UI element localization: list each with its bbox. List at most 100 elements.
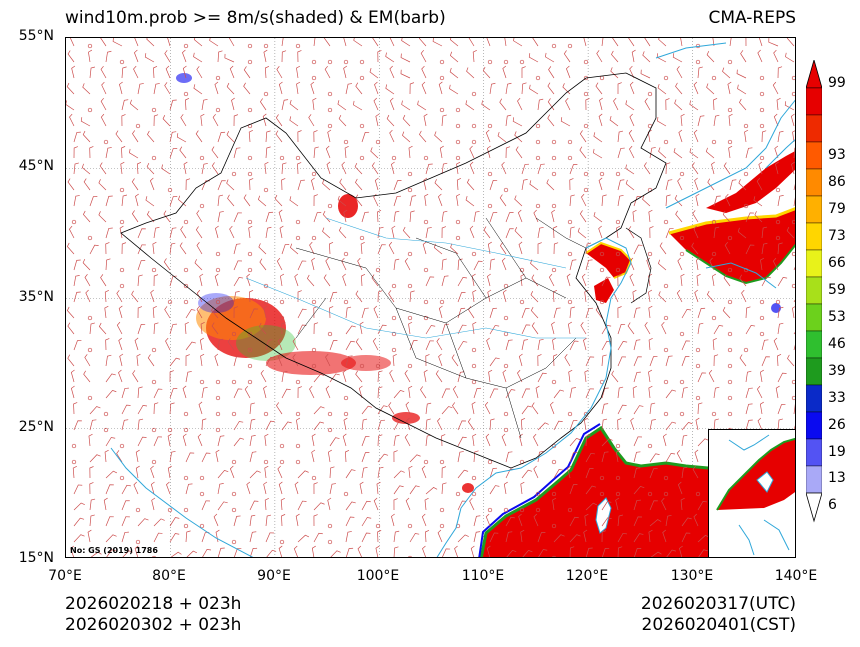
colorbar-label-53: 53 bbox=[828, 309, 846, 325]
wind-barb bbox=[469, 161, 475, 175]
wind-barb bbox=[793, 183, 795, 191]
calm-wind-marker bbox=[567, 155, 573, 161]
wind-barb bbox=[179, 242, 187, 255]
wind-barb bbox=[529, 84, 539, 95]
calm-wind-marker bbox=[151, 427, 157, 433]
wind-barb bbox=[601, 38, 604, 47]
colorbar-cell bbox=[806, 222, 822, 251]
calm-wind-marker bbox=[199, 475, 205, 481]
wind-barb bbox=[89, 482, 94, 495]
wind-barb bbox=[617, 386, 624, 399]
wind-barb bbox=[629, 65, 635, 79]
wind-barb bbox=[425, 163, 433, 175]
wind-barb bbox=[135, 449, 140, 463]
wind-barb bbox=[617, 356, 627, 367]
wind-barb bbox=[505, 228, 514, 239]
wind-barb bbox=[246, 273, 251, 287]
wind-barb bbox=[248, 129, 253, 143]
wind-barb bbox=[601, 418, 608, 431]
wind-barb bbox=[281, 514, 286, 527]
wind-barb bbox=[681, 517, 692, 527]
wind-barb bbox=[421, 465, 427, 479]
wind-barb bbox=[569, 178, 574, 191]
wind-barb bbox=[325, 145, 331, 159]
wind-barb bbox=[487, 241, 492, 255]
wind-barb bbox=[89, 196, 98, 207]
wind-barb bbox=[505, 531, 513, 543]
wind-barb bbox=[437, 417, 443, 431]
wind-barb bbox=[292, 337, 299, 351]
wind-barb bbox=[409, 210, 415, 223]
wind-barb bbox=[185, 530, 191, 543]
wind-barb bbox=[169, 227, 177, 239]
wind-barb bbox=[505, 451, 513, 463]
calm-wind-marker bbox=[423, 299, 429, 305]
wind-barb bbox=[713, 386, 720, 399]
wind-barb bbox=[357, 257, 363, 271]
wind-barb bbox=[649, 453, 660, 463]
calm-wind-marker bbox=[759, 107, 765, 113]
calm-wind-marker bbox=[727, 363, 733, 369]
wind-barb bbox=[681, 340, 691, 351]
wind-barb bbox=[116, 450, 123, 463]
wind-barb bbox=[505, 212, 514, 223]
wind-barb bbox=[773, 49, 779, 63]
wind-barb bbox=[277, 337, 283, 351]
wind-barb bbox=[136, 162, 142, 175]
wind-barb bbox=[355, 370, 363, 383]
wind-barb bbox=[249, 470, 261, 479]
wind-barb bbox=[569, 226, 575, 239]
wind-barb bbox=[277, 465, 283, 479]
wind-barb bbox=[777, 277, 788, 287]
wind-barb bbox=[569, 484, 578, 495]
wind-barb bbox=[437, 193, 443, 207]
wind-barb bbox=[389, 129, 395, 143]
wind-barb bbox=[89, 322, 95, 335]
calm-wind-marker bbox=[183, 523, 189, 529]
wind-barb bbox=[297, 260, 307, 271]
wind-barb bbox=[489, 485, 500, 495]
wind-barb bbox=[441, 114, 447, 127]
wind-barb bbox=[167, 465, 172, 479]
wind-barb bbox=[777, 242, 783, 255]
wind-barb bbox=[569, 534, 581, 543]
wind-barb bbox=[706, 290, 715, 303]
wind-barb bbox=[213, 513, 219, 527]
calm-wind-marker bbox=[183, 267, 189, 273]
wind-barb bbox=[598, 113, 603, 127]
wind-barb bbox=[421, 513, 427, 527]
wind-barb bbox=[649, 468, 658, 479]
wind-barb bbox=[311, 545, 316, 557]
wind-barb bbox=[450, 243, 459, 255]
wind-barb bbox=[425, 227, 432, 239]
wind-barb bbox=[691, 242, 699, 255]
calm-wind-marker bbox=[647, 491, 653, 497]
wind-barb bbox=[452, 402, 459, 415]
wind-barb bbox=[756, 385, 763, 399]
wind-barb bbox=[745, 403, 753, 415]
wind-barb bbox=[441, 388, 451, 399]
wind-barb bbox=[761, 276, 771, 287]
wind-barb bbox=[665, 194, 671, 207]
wind-barb bbox=[233, 243, 241, 255]
wind-barb bbox=[344, 145, 349, 159]
calm-wind-marker bbox=[711, 411, 717, 417]
wind-barb bbox=[217, 338, 224, 351]
wind-barb bbox=[409, 290, 415, 303]
wind-barb bbox=[150, 481, 155, 495]
wind-barb bbox=[297, 500, 307, 511]
wind-barb bbox=[343, 38, 347, 47]
wind-barb bbox=[390, 161, 395, 175]
calm-wind-marker bbox=[407, 283, 413, 289]
wind-barb bbox=[249, 418, 256, 431]
calm-wind-marker bbox=[695, 347, 701, 353]
wind-barb bbox=[249, 547, 258, 557]
wind-barb bbox=[583, 337, 587, 351]
calm-wind-marker bbox=[679, 235, 685, 241]
wind-barb bbox=[629, 113, 635, 127]
wind-barb bbox=[757, 417, 763, 431]
calm-wind-marker bbox=[503, 59, 509, 65]
wind-barb bbox=[569, 340, 579, 351]
wind-barb bbox=[646, 257, 651, 271]
wind-barb bbox=[632, 209, 637, 223]
